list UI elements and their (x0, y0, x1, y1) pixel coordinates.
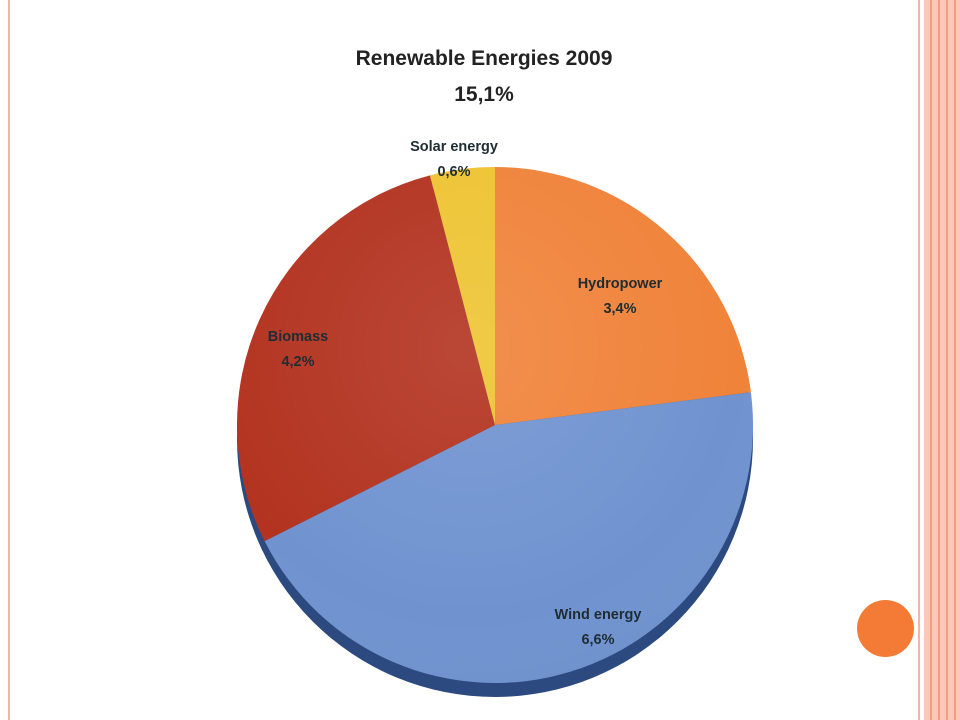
decorative-stripe (954, 0, 956, 720)
chart-subtitle: 15,1% (454, 83, 514, 106)
slice-label-name: Hydropower (578, 276, 663, 292)
decorative-stripe (930, 0, 932, 720)
frame-right-line (918, 0, 920, 720)
slice-label-name: Biomass (268, 329, 328, 345)
slice-label-value: 6,6% (581, 632, 614, 648)
decorative-stripe (938, 0, 940, 720)
accent-dot (857, 600, 914, 657)
chart-title: Renewable Energies 2009 (356, 47, 613, 70)
decorative-stripe (946, 0, 948, 720)
pie-sheen (237, 167, 753, 683)
pie-labels: Hydropower 3,4% Wind energy 6,6% Biomass 4,2%… (268, 139, 663, 648)
decorative-stripe-band (924, 0, 960, 720)
slice-label-name: Wind energy (555, 607, 642, 623)
slice-label-value: 4,2% (281, 354, 314, 370)
frame-left-line (8, 0, 10, 720)
slice-label-value: 3,4% (603, 301, 636, 317)
slice-label-name: Solar energy (410, 139, 498, 155)
slice-label-value: 0,6% (437, 164, 470, 180)
